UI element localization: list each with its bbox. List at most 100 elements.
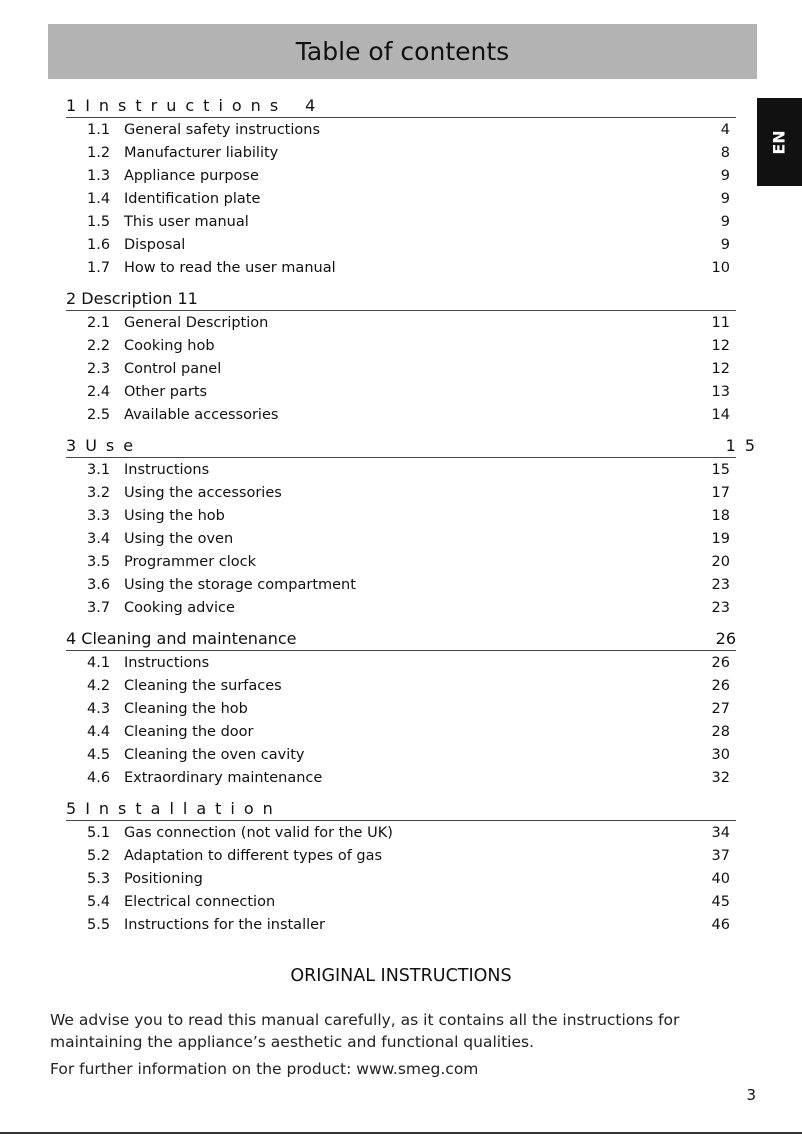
entry-title: Using the hob <box>124 508 225 524</box>
entry-number: 3.5 <box>87 554 111 570</box>
advice-paragraph: We advise you to read this manual carefu… <box>50 1011 680 1051</box>
entry-number: 5.3 <box>87 871 111 887</box>
section-title: 4 Cleaning and maintenance <box>66 629 297 648</box>
section-divider <box>66 457 736 458</box>
entry-number: 4.4 <box>87 724 111 740</box>
entry-title: Gas connection (not valid for the UK) <box>124 825 393 841</box>
section-page: 4 <box>305 96 325 115</box>
toc-entry[interactable]: 1.2 Manufacturer liability 8 <box>66 142 730 165</box>
section-page: 11 <box>177 289 198 308</box>
language-tab-label: EN <box>769 129 789 155</box>
toc-entry[interactable]: 4.1 Instructions 26 <box>66 652 730 675</box>
section-title: 5Installation <box>66 799 282 818</box>
toc-entry[interactable]: 3.1 Instructions 15 <box>66 459 730 482</box>
toc-entry[interactable]: 5.1 Gas connection (not valid for the UK)… <box>66 822 730 845</box>
toc-section: 2 Description 11 2.1 General Description 11… <box>66 288 758 427</box>
entry-page: 27 <box>711 701 730 717</box>
entry-title: How to read the user manual <box>124 260 336 276</box>
section-number: 2 <box>66 289 77 308</box>
section-heading[interactable]: 2 Description 11 <box>66 288 736 310</box>
section-title: 1Instructions 4 <box>66 96 324 115</box>
entry-number: 4.5 <box>87 747 111 763</box>
entry-title: Cooking hob <box>124 338 215 354</box>
entry-title: Using the oven <box>124 531 234 547</box>
entry-title: Cleaning the hob <box>124 701 248 717</box>
entry-number: 1.1 <box>87 122 111 138</box>
entry-title: Manufacturer liability <box>124 145 279 161</box>
entry-page: 17 <box>711 485 730 501</box>
entry-number: 5.2 <box>87 848 111 864</box>
entry-number: 4.3 <box>87 701 111 717</box>
entry-title: General safety instructions <box>124 122 321 138</box>
entry-page: 9 <box>720 214 730 230</box>
toc-entry[interactable]: 5.3 Positioning 40 <box>66 868 730 891</box>
section-number: 4 <box>66 629 77 648</box>
section-number: 3 <box>66 436 86 455</box>
entry-number: 2.4 <box>87 384 111 400</box>
entry-page: 11 <box>711 315 730 331</box>
entry-page: 20 <box>711 554 730 570</box>
entry-title: Appliance purpose <box>124 168 259 184</box>
toc-entry[interactable]: 4.3 Cleaning the hob 27 <box>66 698 730 721</box>
entry-number: 2.3 <box>87 361 111 377</box>
toc-entry[interactable]: 1.3 Appliance purpose 9 <box>66 165 730 188</box>
entry-page: 4 <box>720 122 730 138</box>
entry-title: Cleaning the surfaces <box>124 678 282 694</box>
toc-entry[interactable]: 4.4 Cleaning the door 28 <box>66 721 730 744</box>
section-divider <box>66 650 736 651</box>
toc-entry[interactable]: 3.7 Cooking advice 23 <box>66 597 730 620</box>
entry-title: Available accessories <box>124 407 279 423</box>
entry-number: 1.3 <box>87 168 111 184</box>
section-heading[interactable]: 4 Cleaning and maintenance 26 <box>66 628 736 650</box>
entry-page: 18 <box>711 508 730 524</box>
section-heading[interactable]: 3Use 15 <box>66 435 755 457</box>
toc-entry[interactable]: 3.3 Using the hob 18 <box>66 505 730 528</box>
entry-page: 26 <box>711 655 730 671</box>
entry-page: 32 <box>711 770 730 786</box>
toc-entry[interactable]: 3.4 Using the oven 19 <box>66 528 730 551</box>
toc-entry[interactable]: 4.6 Extraordinary maintenance 32 <box>66 767 730 790</box>
toc-entry[interactable]: 2.4 Other parts 13 <box>66 381 730 404</box>
bottom-rule <box>0 1132 802 1134</box>
toc-entry[interactable]: 2.5 Available accessories 14 <box>66 404 730 427</box>
title-banner: Table of contents <box>48 24 757 79</box>
entry-title: Identification plate <box>124 191 261 207</box>
entry-number: 2.1 <box>87 315 111 331</box>
toc-entry[interactable]: 5.2 Adaptation to different types of gas 3… <box>66 845 730 868</box>
toc-entry[interactable]: 1.7 How to read the user manual 10 <box>66 257 730 280</box>
entry-number: 4.2 <box>87 678 111 694</box>
toc-section: 1Instructions 4 1.1 General safety instruct… <box>66 95 758 280</box>
toc-section: 4 Cleaning and maintenance 26 4.1 Instructi… <box>66 628 758 790</box>
toc-entry[interactable]: 4.5 Cleaning the oven cavity 30 <box>66 744 730 767</box>
section-title: 2 Description 11 <box>66 289 198 308</box>
toc-entry[interactable]: 1.4 Identification plate 9 <box>66 188 730 211</box>
section-title-text: Instructions <box>85 96 288 115</box>
toc-entry[interactable]: 2.2 Cooking hob 12 <box>66 335 730 358</box>
toc-entry[interactable]: 1.5 This user manual 9 <box>66 211 730 234</box>
entry-number: 1.5 <box>87 214 111 230</box>
section-number: 1 <box>66 96 86 115</box>
section-heading[interactable]: 1Instructions 4 <box>66 95 736 117</box>
section-page: 15 <box>725 436 764 455</box>
entry-page: 40 <box>711 871 730 887</box>
toc-entry[interactable]: 5.4 Electrical connection 45 <box>66 891 730 914</box>
section-page: 26 <box>715 629 736 648</box>
section-title: 3Use <box>66 436 142 455</box>
toc-entry[interactable]: 1.6 Disposal 9 <box>66 234 730 257</box>
toc-entry[interactable]: 3.5 Programmer clock 20 <box>66 551 730 574</box>
entry-number: 1.7 <box>87 260 111 276</box>
entry-page: 10 <box>711 260 730 276</box>
toc-entry[interactable]: 5.5 Instructions for the installer 46 <box>66 914 730 937</box>
toc-entry[interactable]: 2.3 Control panel 12 <box>66 358 730 381</box>
entry-page: 23 <box>711 577 730 593</box>
toc-entry[interactable]: 1.1 General safety instructions 4 <box>66 119 730 142</box>
entry-page: 14 <box>711 407 730 423</box>
section-title-text: Cleaning and maintenance <box>81 629 297 648</box>
section-heading[interactable]: 5Installation <box>66 798 736 820</box>
toc-entry[interactable]: 4.2 Cleaning the surfaces 26 <box>66 675 730 698</box>
entry-number: 4.6 <box>87 770 111 786</box>
toc-entry[interactable]: 2.1 General Description 11 <box>66 312 730 335</box>
toc-entry[interactable]: 3.2 Using the accessories 17 <box>66 482 730 505</box>
toc-entry[interactable]: 3.6 Using the storage compartment 23 <box>66 574 730 597</box>
